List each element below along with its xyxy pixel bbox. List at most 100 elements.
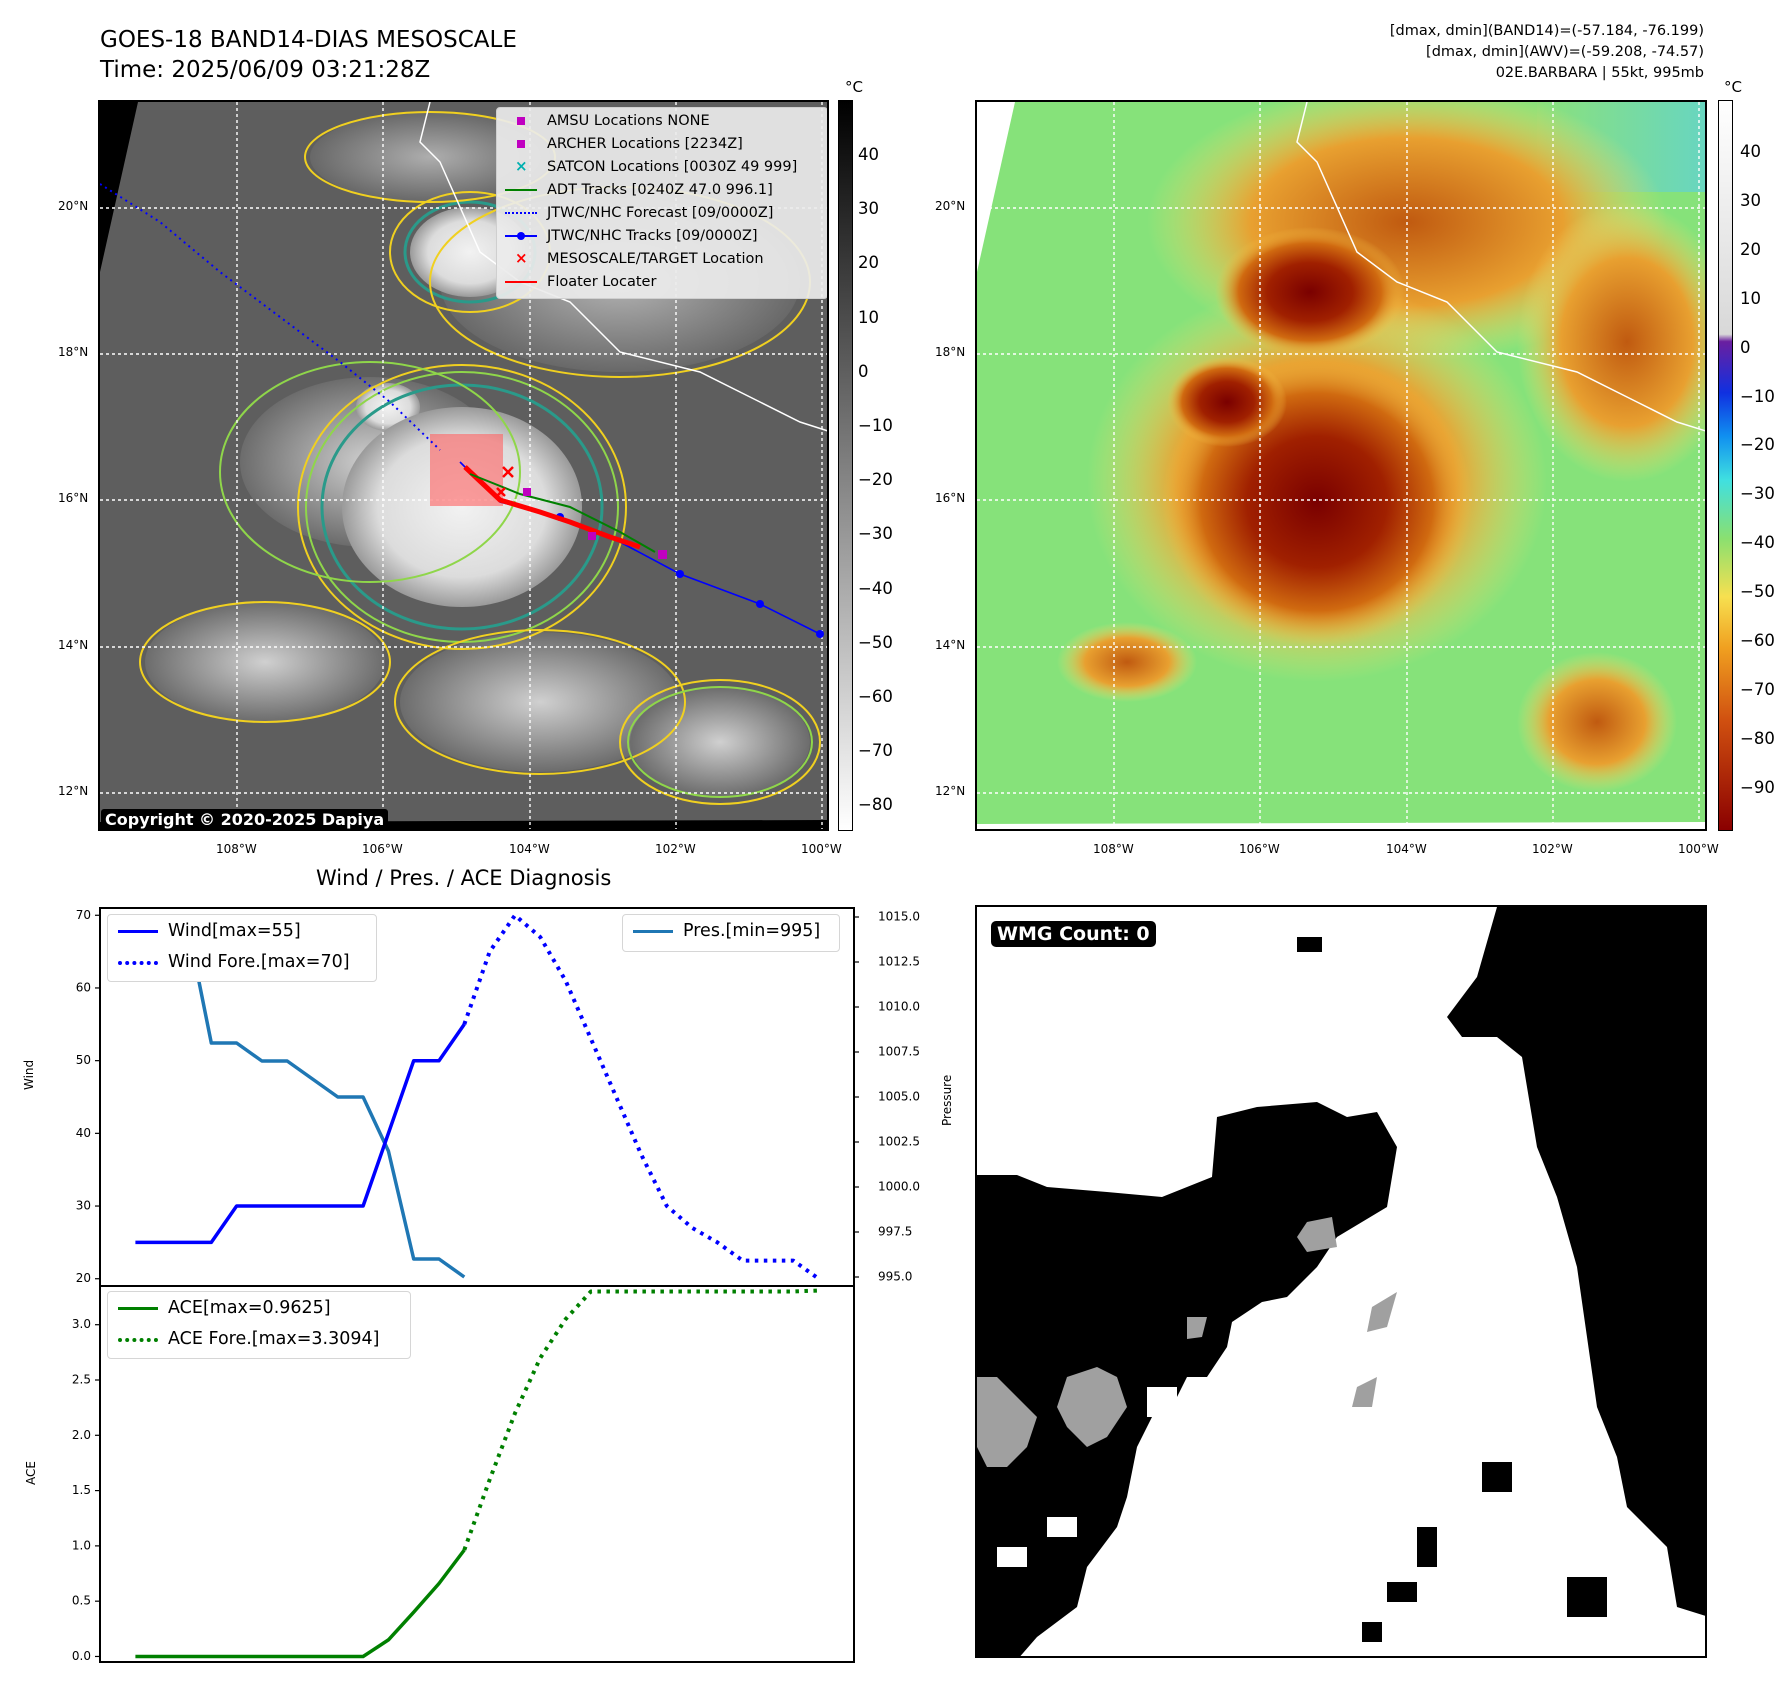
lon-label: 106°W: [362, 842, 403, 856]
colorbar-tick-label: −90: [1740, 777, 1775, 797]
colorbar-tick-label: 40: [858, 145, 879, 164]
legend-adt: ADT Tracks [0240Z 47.0 996.1]: [547, 182, 773, 198]
wind-legend-label: Wind[max=55]: [168, 921, 301, 941]
colorbar-tick-label: 40: [1740, 142, 1761, 161]
lat-label: 20°N: [58, 199, 89, 213]
colorbar-right: [1718, 100, 1733, 831]
satcon-marker-icon: ×: [515, 157, 528, 175]
colorbar-tick-label: −70: [1740, 679, 1775, 699]
pressure-tick-label: 1007.5: [878, 1045, 920, 1059]
lat-label: 14°N: [58, 638, 89, 652]
lat-label: 16°N: [58, 491, 89, 505]
wmg-count-badge: WMG Count: 0: [991, 921, 1156, 947]
floater-line-icon: [497, 271, 547, 293]
lon-label: 102°W: [655, 842, 696, 856]
chart-title: Wind / Pres. / ACE Diagnosis: [316, 866, 612, 890]
colorbar-unit-right: °C: [1724, 78, 1742, 96]
wind-line-icon: [108, 919, 168, 943]
archer-marker-icon: [497, 133, 547, 155]
colorbar-tick-label: 30: [1740, 190, 1761, 210]
wind-tick-label: 20: [76, 1271, 91, 1285]
ace-legend-label: ACE[max=0.9625]: [168, 1298, 331, 1318]
lat-label: 12°N: [935, 784, 966, 798]
legend-floater: Floater Locater: [547, 274, 657, 290]
pressure-tick-label: 1015.0: [878, 910, 920, 924]
legend-archer: ARCHER Locations [2234Z]: [547, 136, 743, 152]
awv-map-image: [977, 102, 1705, 829]
info-band14: [dmax, dmin](BAND14)=(-57.184, -76.199): [1389, 23, 1704, 39]
lat-label: 12°N: [58, 784, 89, 798]
colorbar-tick-label: 20: [1740, 239, 1761, 259]
pressure-tick-label: 995.0: [878, 1270, 912, 1284]
mesoscale-marker-icon: ×: [515, 249, 528, 267]
ace-line-icon: [108, 1296, 168, 1320]
lat-label: 20°N: [935, 199, 966, 213]
ace-tick-label: 0.0: [72, 1649, 91, 1663]
colorbar-tick-label: −70: [858, 741, 893, 761]
ace-tick-label: 0.5: [72, 1594, 91, 1608]
wind-forecast-line: [462, 913, 820, 1281]
pressure-legend: Pres.[min=995]: [622, 914, 840, 952]
colorbar-tick-label: 10: [858, 307, 879, 327]
ir-map-panel: AMSU Locations NONE ARCHER Locations [22…: [98, 100, 829, 831]
colorbar-tick-label: −80: [858, 795, 893, 815]
info-storm: 02E.BARBARA | 55kt, 995mb: [1495, 65, 1704, 81]
colorbar-tick-label: 0: [1740, 337, 1751, 357]
pressure-tick-label: 1005.0: [878, 1090, 920, 1104]
lon-label: 106°W: [1239, 842, 1280, 856]
ace-tick-label: 2.5: [72, 1373, 91, 1387]
ace-tick-label: 3.0: [72, 1317, 91, 1331]
ace-line: [135, 1548, 466, 1659]
wind-tick-label: 40: [76, 1126, 91, 1140]
colorbar-tick-label: −20: [858, 470, 893, 490]
ace-tick-label: 2.0: [72, 1428, 91, 1442]
pressure-tick-label: 1000.0: [878, 1180, 920, 1194]
colorbar-tick-label: 0: [858, 361, 869, 381]
colorbar-tick-label: −60: [858, 687, 893, 706]
legend-mesoscale: MESOSCALE/TARGET Location: [547, 251, 764, 267]
lat-label: 16°N: [935, 491, 966, 505]
wind-tick-label: 30: [76, 1199, 91, 1213]
ace-tick-label: 1.0: [72, 1538, 91, 1552]
wind-forecast-line-icon: [108, 950, 168, 974]
ace-legend: ACE[max=0.9625] ACE Fore.[max=3.3094]: [107, 1291, 411, 1359]
colorbar-tick-label: −50: [858, 632, 893, 652]
legend-satcon: SATCON Locations [0030Z 49 999]: [547, 159, 798, 175]
lon-label: 100°W: [1678, 842, 1719, 856]
wind-tick-label: 60: [76, 980, 91, 994]
ace-forecast-legend-label: ACE Fore.[max=3.3094]: [168, 1329, 380, 1349]
lat-label: 14°N: [935, 638, 966, 652]
pressure-tick-label: 1012.5: [878, 955, 920, 969]
pressure-tick-label: 1002.5: [878, 1135, 920, 1149]
legend-amsu: AMSU Locations NONE: [547, 113, 710, 129]
pressure-axis-label: Pressure: [940, 1074, 954, 1126]
wind-axis-label: Wind: [22, 1059, 36, 1090]
colorbar-tick-label: −10: [1740, 386, 1775, 406]
lon-label: 108°W: [1093, 842, 1134, 856]
wind-line: [135, 1023, 466, 1245]
tracks-line-icon: [497, 225, 547, 247]
wmg-panel: WMG Count: 0: [975, 905, 1707, 1658]
pressure-legend-label: Pres.[min=995]: [683, 921, 821, 941]
amsu-marker-icon: [497, 110, 547, 132]
lon-label: 104°W: [1386, 842, 1427, 856]
lat-label: 18°N: [58, 345, 89, 359]
copyright-badge: Copyright © 2020-2025 Dapiya: [101, 809, 389, 829]
legend-forecast: JTWC/NHC Forecast [09/0000Z]: [547, 205, 774, 221]
forecast-line-icon: [497, 202, 547, 224]
lon-label: 100°W: [801, 842, 842, 856]
colorbar-tick-label: −30: [858, 524, 893, 544]
lon-label: 102°W: [1532, 842, 1573, 856]
colorbar-left: [838, 100, 853, 831]
figure-title: GOES-18 BAND14-DIAS MESOSCALE: [100, 27, 517, 53]
legend-tracks: JTWC/NHC Tracks [09/0000Z]: [547, 228, 758, 244]
colorbar-tick-label: −40: [858, 578, 893, 598]
colorbar-tick-label: −40: [1740, 533, 1775, 553]
colorbar-tick-label: −20: [1740, 435, 1775, 455]
ace-forecast-line-icon: [108, 1327, 168, 1351]
colorbar-tick-label: 10: [1740, 288, 1761, 308]
figure-time: Time: 2025/06/09 03:21:28Z: [100, 57, 431, 83]
pressure-tick-label: 1010.0: [878, 1000, 920, 1014]
map-legend: AMSU Locations NONE ARCHER Locations [22…: [496, 107, 827, 299]
colorbar-tick-label: −80: [1740, 728, 1775, 748]
